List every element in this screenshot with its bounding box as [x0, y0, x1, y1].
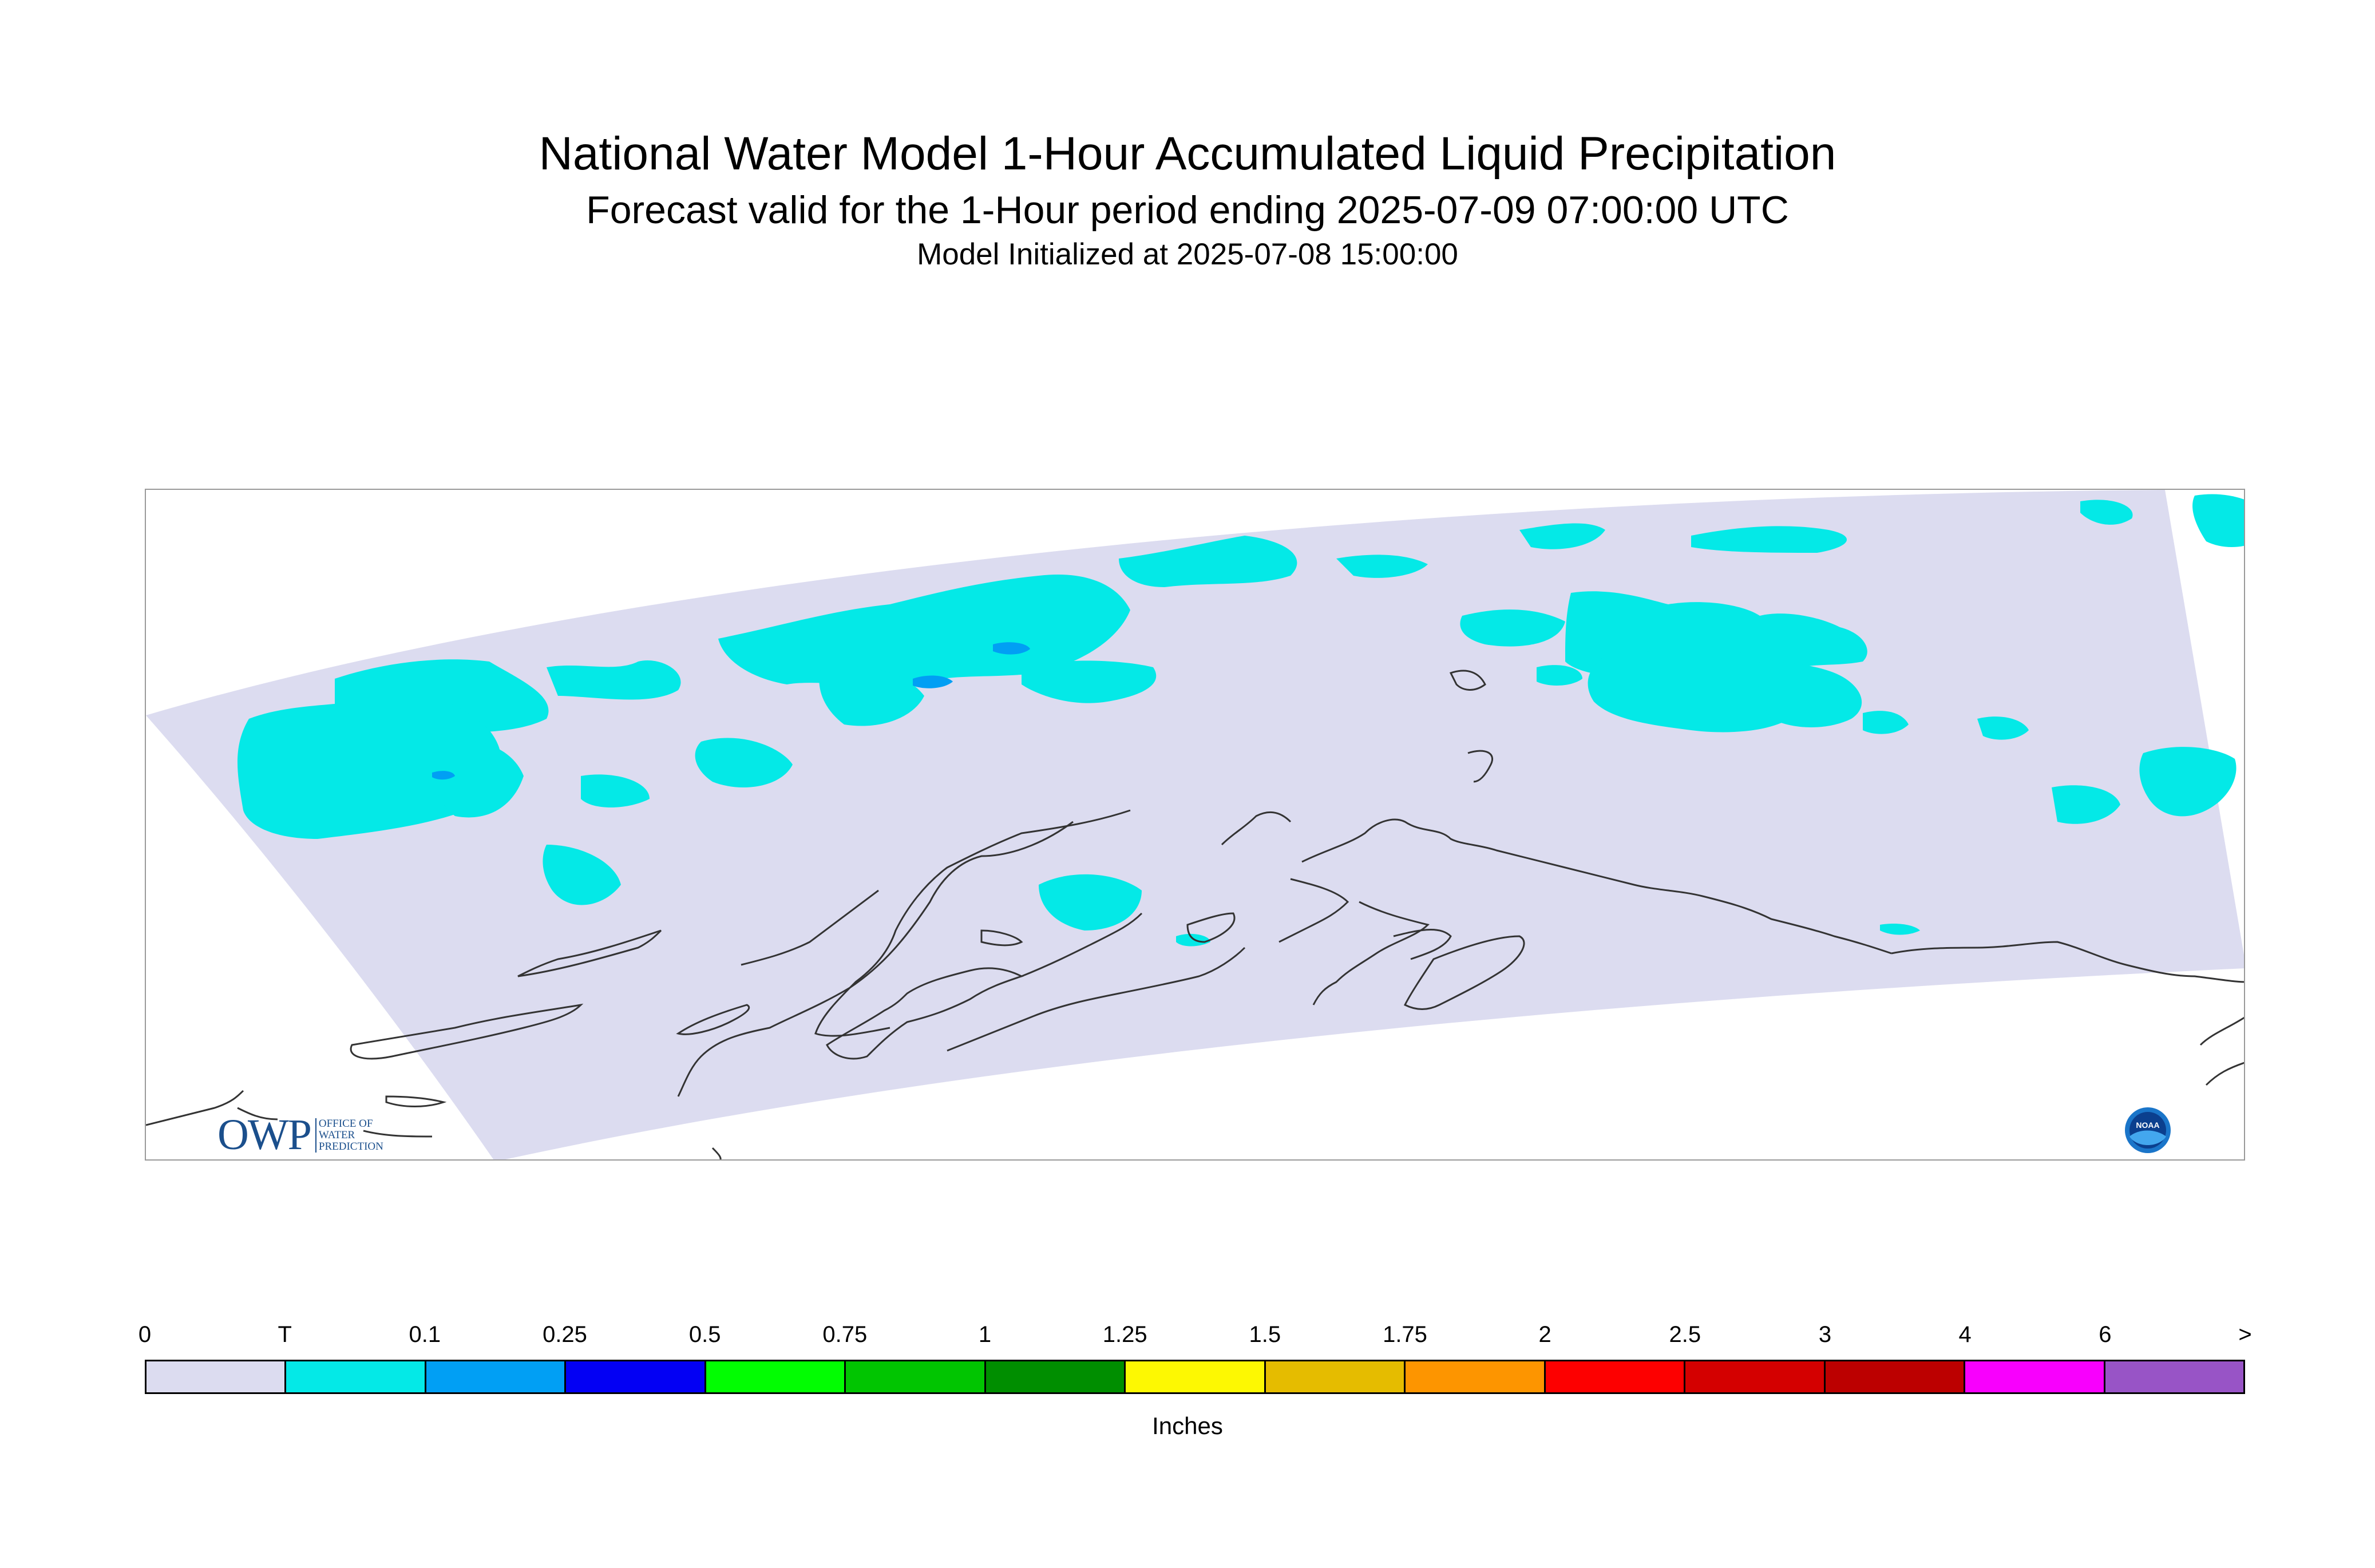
precipitation-map: [146, 490, 2244, 1159]
legend-tick-label: 3: [1818, 1322, 1832, 1347]
noaa-logo: NOAA: [2125, 1107, 2171, 1153]
owp-logo-mark: OWP: [217, 1111, 312, 1159]
legend-tick-label: 0.25: [543, 1322, 587, 1347]
coastlines: [146, 670, 2244, 1159]
legend-units: Inches: [1152, 1412, 1223, 1439]
legend-swatch: [706, 1361, 846, 1392]
legend-tick-label: 1.75: [1383, 1322, 1427, 1347]
legend-swatch: [1406, 1361, 1546, 1392]
legend-swatch: [985, 1361, 1126, 1392]
legend-swatch: [286, 1361, 426, 1392]
legend-tick-label: 1.25: [1102, 1322, 1147, 1347]
map-subtitle: Forecast valid for the 1-Hour period end…: [586, 188, 1789, 232]
legend-color-bar: [145, 1360, 2245, 1394]
legend-swatch: [1965, 1361, 2105, 1392]
legend-swatch: [1825, 1361, 1966, 1392]
model-domain: [146, 490, 2244, 1159]
precip-areas: [238, 494, 2244, 947]
legend-tick-label: 1: [978, 1322, 992, 1347]
owp-logo: OWP OFFICE OF WATER PREDICTION: [217, 1110, 383, 1160]
owp-line-3: PREDICTION: [318, 1140, 383, 1153]
legend-swatch: [1126, 1361, 1266, 1392]
owp-line-1: OFFICE OF: [318, 1117, 373, 1130]
legend-tick-label: 2: [1538, 1322, 1551, 1347]
owp-line-2: WATER: [318, 1129, 355, 1141]
legend-tick-label: 4: [1958, 1322, 1972, 1347]
legend-swatch: [1545, 1361, 1686, 1392]
legend-tick-label: 0.5: [688, 1322, 721, 1347]
legend-tick-label: 1.5: [1249, 1322, 1281, 1347]
legend-swatch: [1265, 1361, 1406, 1392]
legend-tick-label: >: [2238, 1322, 2252, 1347]
map-frame: [145, 489, 2245, 1161]
legend-swatch: [566, 1361, 706, 1392]
legend-tick-label: 0.1: [409, 1322, 441, 1347]
legend-swatch: [426, 1361, 567, 1392]
legend-tick-label: 0: [138, 1322, 152, 1347]
owp-logo-text: OFFICE OF WATER PREDICTION: [315, 1118, 383, 1153]
legend-tick-label: T: [278, 1322, 292, 1347]
heavier-precip: [432, 642, 1030, 780]
legend-tick-label: 6: [2099, 1322, 2112, 1347]
model-init-text: Model Initialized at 2025-07-08 15:00:00: [917, 237, 1458, 271]
legend-swatch: [1685, 1361, 1826, 1392]
map-title: National Water Model 1-Hour Accumulated …: [539, 128, 1836, 180]
legend-swatch: [2105, 1361, 2244, 1392]
legend-tick-label: 0.75: [822, 1322, 868, 1347]
legend-swatch: [846, 1361, 986, 1392]
noaa-logo-text: NOAA: [2136, 1120, 2159, 1130]
legend-tick-label: 2.5: [1669, 1322, 1701, 1347]
legend-swatch: [147, 1361, 287, 1392]
